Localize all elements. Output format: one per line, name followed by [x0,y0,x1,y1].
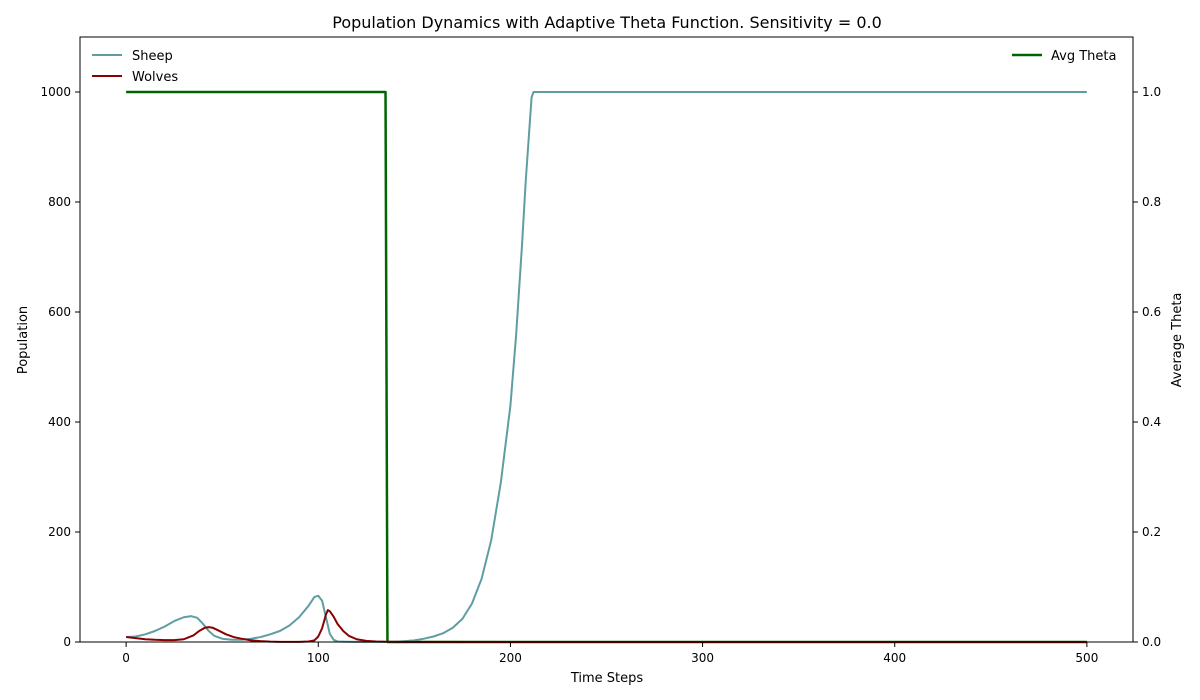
y-tick-label: 600 [48,305,71,319]
y2-tick-label: 0.2 [1142,525,1161,539]
y2-tick-label: 0.6 [1142,305,1161,319]
y-tick-label: 800 [48,195,71,209]
legend-theta-label: Avg Theta [1051,49,1116,64]
series-line-wolves [126,609,1087,643]
x-axis-label: Time Steps [570,671,644,686]
y-axis-label: Population [16,306,31,374]
y-tick-label: 200 [48,525,71,539]
axes-ticks: 0 100 200 300 400 500 0 200 400 600 800 1000 0.0 0.2 0… [40,85,1161,665]
y-tick-label: 400 [48,415,71,429]
y2-tick-label: 0.4 [1142,415,1161,429]
x-tick-label: 0 [122,651,130,665]
x-tick-label: 400 [883,651,906,665]
y2-tick-label: 1.0 [1142,85,1161,99]
y-tick-label: 0 [63,635,71,649]
chart-title: Population Dynamics with Adaptive Theta … [332,13,882,32]
legend-sheep-label: Sheep [132,49,173,64]
series-line-sheep [126,91,1087,643]
y-tick-label: 1000 [40,85,71,99]
x-tick-label: 200 [499,651,522,665]
legend-wolves-label: Wolves [132,70,178,85]
y2-axis-label: Average Theta [1170,293,1185,388]
x-tick-label: 500 [1075,651,1098,665]
series-line-avg-theta [126,90,1087,644]
x-tick-label: 300 [691,651,714,665]
y2-tick-label: 0.8 [1142,195,1161,209]
legend-left: Sheep Wolves [92,49,178,85]
y2-tick-label: 0.0 [1142,635,1161,649]
legend-right: Avg Theta [1012,49,1116,64]
plot-lines [126,90,1087,644]
x-tick-label: 100 [307,651,330,665]
plot-frame [79,36,1134,643]
